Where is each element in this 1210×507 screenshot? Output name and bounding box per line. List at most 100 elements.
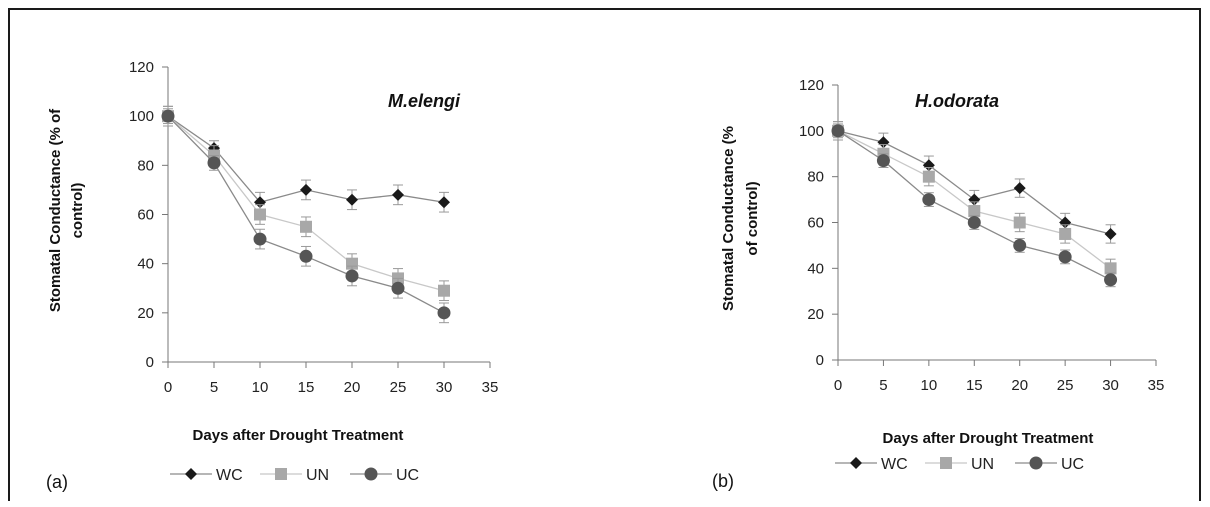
x-tick-label: 30 — [1102, 377, 1119, 394]
data-point — [300, 220, 312, 233]
x-tick-label: 20 — [1011, 377, 1028, 394]
legend-label: WC — [216, 467, 243, 484]
x-axis-title: Days after Drought Treatment — [883, 430, 1094, 447]
x-tick-label: 10 — [921, 377, 938, 394]
data-point — [254, 196, 266, 209]
legend-item-wc: WC — [835, 456, 908, 473]
legend-label: UC — [1061, 456, 1084, 473]
y-tick-label: 40 — [807, 260, 824, 277]
y-tick-label: 60 — [807, 215, 824, 232]
x-tick-label: 25 — [390, 379, 407, 396]
x-tick-label: 10 — [252, 379, 269, 396]
data-point — [391, 281, 405, 295]
data-point — [299, 249, 313, 263]
data-point — [922, 170, 935, 183]
legend-item-un: UN — [925, 456, 994, 473]
data-point — [1013, 216, 1026, 229]
data-point — [345, 269, 359, 283]
data-point — [831, 124, 845, 138]
y-axis-title-line: control) — [69, 183, 86, 239]
y-axis-title: Stomatal Conductance (% of control) — [47, 108, 86, 312]
x-tick-label: 25 — [1057, 377, 1074, 394]
data-point — [968, 205, 981, 218]
data-point — [1104, 273, 1118, 287]
y-tick-label: 60 — [137, 207, 154, 224]
legend-marker — [185, 468, 197, 480]
data-point — [1013, 182, 1026, 195]
legend-label: WC — [881, 456, 908, 473]
data-point — [254, 208, 266, 221]
data-point — [438, 284, 450, 297]
y-axis-title-line: of control) — [744, 181, 761, 255]
y-tick-label: 20 — [137, 305, 154, 322]
x-tick-label: 35 — [1148, 377, 1165, 394]
legend-label: UN — [306, 467, 329, 484]
legend-item-uc: UC — [1015, 456, 1084, 473]
legend-marker — [275, 468, 287, 480]
data-point — [1058, 250, 1072, 264]
x-tick-label: 15 — [966, 377, 983, 394]
data-point — [877, 136, 890, 149]
chart-panel-b: 0 20 40 60 80 100 120 0 5 10 15 20 25 30 35 Days after … — [712, 77, 1164, 491]
x-axis-title: Days after Drought Treatment — [193, 427, 404, 444]
legend-item-uc: UC — [350, 467, 419, 484]
y-axis-title: Stomatal Conductance (% of control) — [720, 126, 761, 311]
series-uc — [831, 123, 1118, 288]
legend-marker — [1029, 456, 1043, 470]
data-point — [876, 154, 890, 168]
figure-frame — [8, 8, 1201, 501]
legend-item-un: UN — [260, 467, 329, 484]
data-point — [161, 109, 175, 123]
legend-marker — [364, 467, 378, 481]
x-tick-label: 0 — [164, 379, 172, 396]
x-tick-label: 5 — [879, 377, 887, 394]
chart-title: H.odorata — [915, 91, 999, 111]
y-tick-label: 40 — [137, 256, 154, 273]
legend-label: UN — [971, 456, 994, 473]
data-point — [207, 156, 221, 170]
data-point — [346, 257, 358, 270]
y-axis-title-line: Stomatal Conductance (% of — [47, 108, 64, 312]
legend: WC UN UC — [170, 467, 419, 484]
x-tick-label: 30 — [436, 379, 453, 396]
x-tick-label: 15 — [298, 379, 315, 396]
series-uc — [161, 108, 451, 324]
data-point — [1013, 238, 1027, 252]
data-point — [346, 193, 358, 206]
y-tick-label: 120 — [129, 59, 154, 76]
data-point — [1104, 227, 1117, 240]
data-point — [1059, 227, 1072, 240]
legend: WC UN UC — [835, 456, 1084, 473]
x-tick-label: 0 — [834, 377, 842, 394]
legend-marker — [940, 457, 952, 469]
y-tick-label: 100 — [129, 108, 154, 125]
legend-item-wc: WC — [170, 467, 243, 484]
data-point — [922, 159, 935, 172]
data-point — [1059, 216, 1072, 229]
legend-label: UC — [396, 467, 419, 484]
x-tick-label: 35 — [482, 379, 499, 396]
data-point — [392, 188, 404, 201]
data-point — [967, 216, 981, 229]
y-axis-title-line: Stomatal Conductance (% — [720, 126, 737, 311]
y-tick-label: 80 — [137, 157, 154, 174]
data-point — [922, 193, 936, 207]
y-tick-label: 120 — [799, 77, 824, 94]
legend-marker — [850, 457, 862, 469]
y-tick-label: 100 — [799, 123, 824, 140]
y-tick-label: 0 — [816, 352, 824, 369]
data-point — [438, 196, 450, 209]
data-point — [300, 183, 312, 196]
data-point — [1104, 262, 1117, 275]
series-un — [162, 105, 450, 302]
x-tick-label: 20 — [344, 379, 361, 396]
y-tick-label: 0 — [146, 354, 154, 371]
data-point — [437, 306, 451, 320]
y-tick-label: 80 — [807, 169, 824, 186]
data-point — [253, 232, 267, 246]
panel-label: (b) — [712, 471, 734, 491]
chart-panel-a: 0 20 40 60 80 100 120 0 5 10 15 20 25 30 35 Days after … — [46, 59, 498, 492]
data-point — [968, 193, 981, 206]
y-tick-label: 20 — [807, 306, 824, 323]
